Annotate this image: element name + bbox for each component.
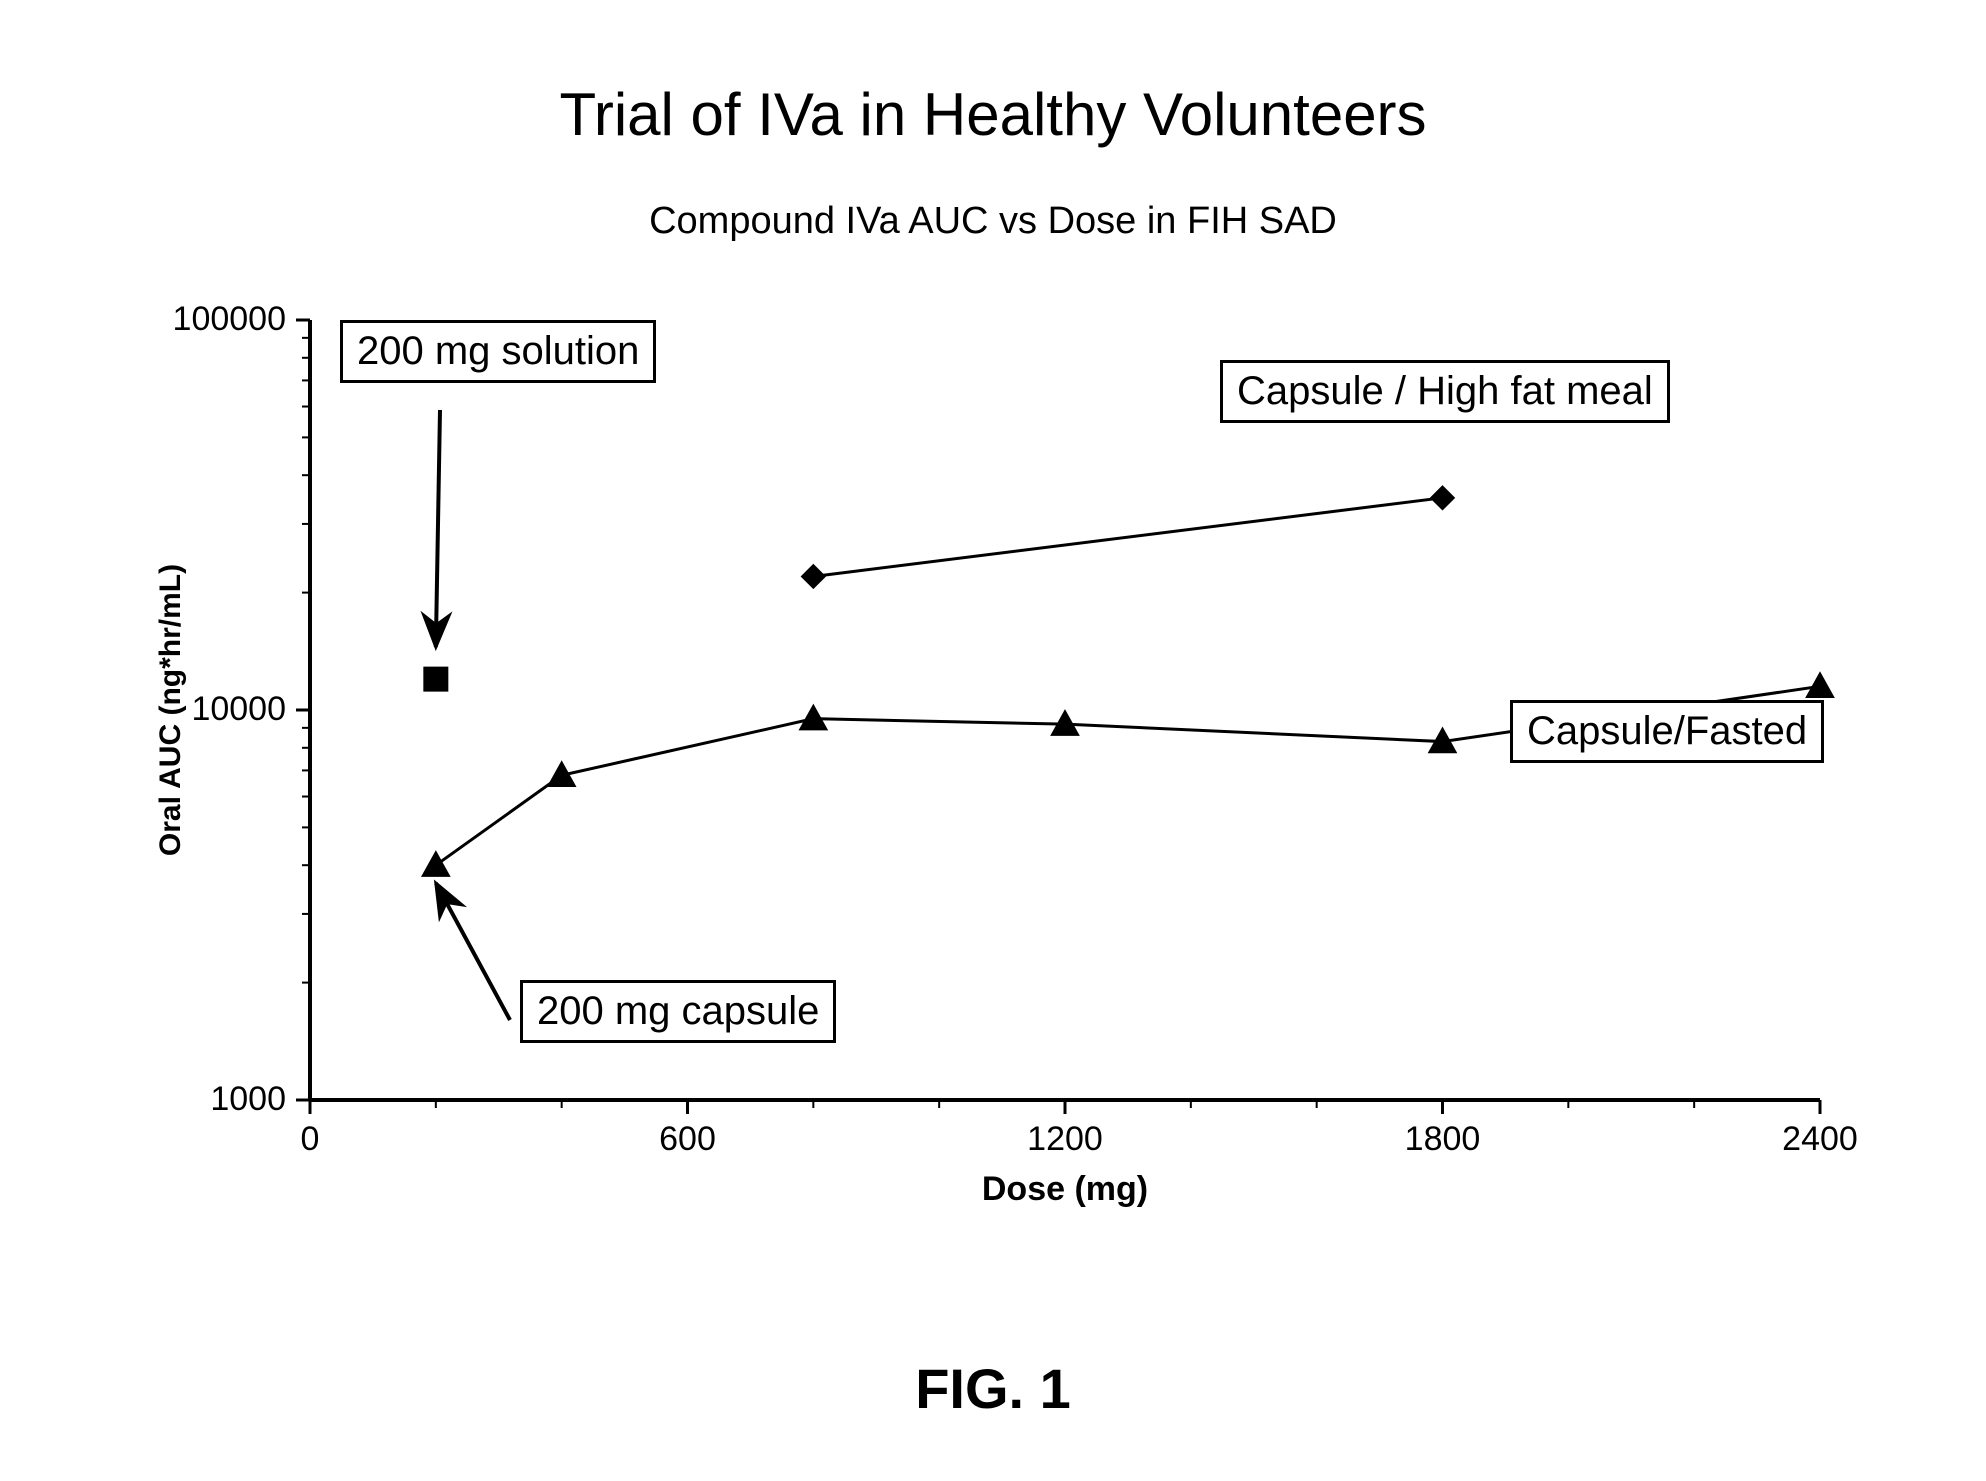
- annotation-solution-box: 200 mg solution: [340, 320, 656, 383]
- svg-text:1200: 1200: [1027, 1120, 1103, 1158]
- figure-label: FIG. 1: [0, 1356, 1986, 1421]
- svg-text:600: 600: [659, 1120, 716, 1158]
- svg-text:Dose (mg): Dose (mg): [982, 1170, 1148, 1208]
- svg-text:2400: 2400: [1782, 1120, 1858, 1158]
- svg-text:1800: 1800: [1405, 1120, 1481, 1158]
- chart-main-title: Trial of IVa in Healthy Volunteers: [0, 80, 1986, 149]
- annotation-capsule-box: 200 mg capsule: [520, 980, 836, 1043]
- chart-area: 0 600 1200 1800 2400 Dose (mg) 1000 10000 100000…: [140, 300, 1860, 1220]
- svg-text:Oral AUC (ng*hr/mL): Oral AUC (ng*hr/mL): [154, 564, 187, 856]
- chart-sub-title: Compound IVa AUC vs Dose in FIH SAD: [0, 200, 1986, 243]
- annotation-fasted-box: Capsule/Fasted: [1510, 700, 1824, 763]
- svg-text:10000: 10000: [191, 690, 286, 728]
- svg-text:100000: 100000: [173, 300, 286, 338]
- svg-text:1000: 1000: [210, 1080, 286, 1118]
- svg-text:0: 0: [301, 1120, 320, 1158]
- annotation-highfat-box: Capsule / High fat meal: [1220, 360, 1670, 423]
